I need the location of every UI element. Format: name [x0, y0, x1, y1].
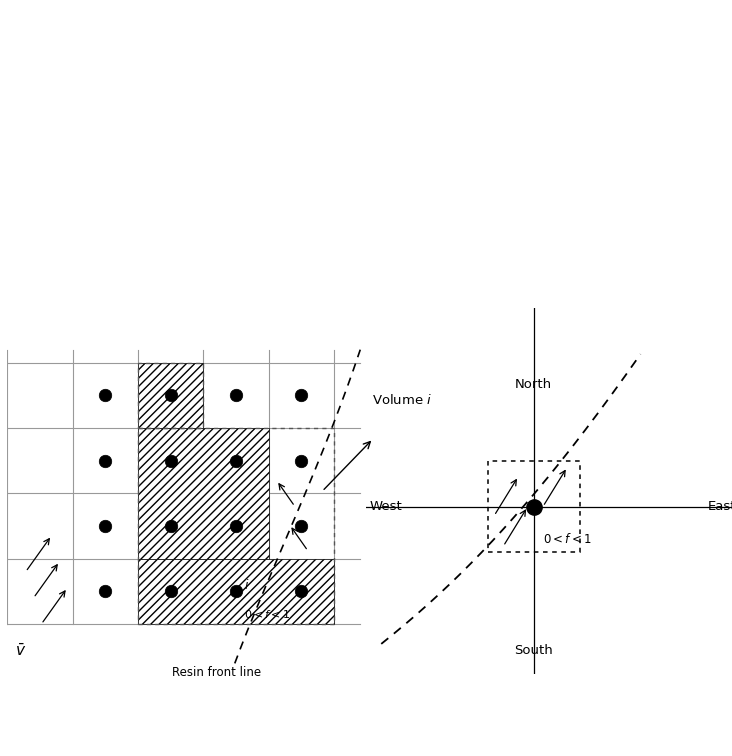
Bar [138, 363, 203, 428]
Text: Resin front line: Resin front line [172, 667, 261, 680]
Bar [138, 559, 334, 624]
Text: Volume $i$: Volume $i$ [372, 393, 432, 407]
Text: East: East [708, 500, 732, 513]
Text: West: West [370, 500, 403, 513]
Text: $\bar{v}$: $\bar{v}$ [15, 643, 26, 658]
Bar [138, 428, 269, 559]
Bar [138, 428, 334, 624]
Text: $0 < f < 1$: $0 < f < 1$ [543, 532, 591, 547]
Text: South: South [515, 643, 553, 656]
Bar [138, 363, 203, 428]
Text: $0 < f < 1$: $0 < f < 1$ [244, 608, 290, 620]
Text: North: North [515, 378, 553, 391]
Bar [488, 461, 580, 553]
Text: $i$: $i$ [244, 578, 250, 592]
